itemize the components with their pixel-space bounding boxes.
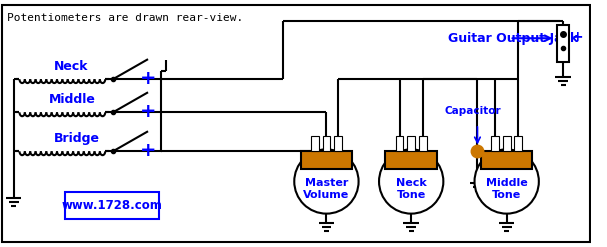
Bar [385,151,437,169]
Text: Capacitor: Capacitor [444,106,501,116]
Bar [557,25,569,62]
Ellipse shape [475,149,539,214]
Bar [407,136,415,151]
Bar [322,136,330,151]
Text: Neck
Tone: Neck Tone [396,178,427,201]
Bar [311,136,319,151]
Bar [503,136,510,151]
Text: +: + [140,141,157,160]
Bar [334,136,342,151]
Bar [491,136,499,151]
Bar [481,151,532,169]
Bar [396,136,404,151]
Text: Bridge: Bridge [53,132,100,145]
Text: +: + [140,102,157,121]
Text: Middle: Middle [49,93,95,106]
Bar [419,136,427,151]
Ellipse shape [379,149,443,214]
Text: Guitar Output Jack: Guitar Output Jack [448,32,578,45]
Text: +: + [572,30,583,44]
Ellipse shape [294,149,359,214]
Text: +: + [140,69,157,88]
Text: Potentiometers are drawn rear-view.: Potentiometers are drawn rear-view. [7,13,243,23]
Bar [515,136,522,151]
Text: Neck: Neck [53,60,88,73]
Text: Master
Volume: Master Volume [304,178,350,201]
Text: Middle
Tone: Middle Tone [486,178,527,201]
Text: www.1728.com: www.1728.com [62,199,163,212]
Bar [300,151,352,169]
